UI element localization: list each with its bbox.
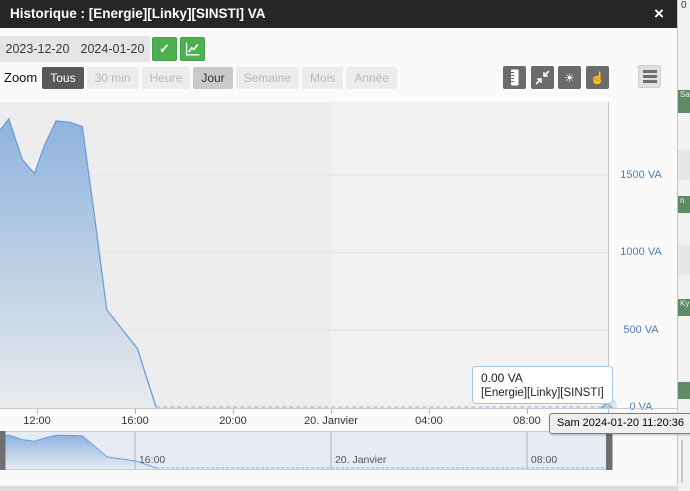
close-icon[interactable]: × (654, 4, 664, 23)
zoom-button-30min: 30 min (86, 66, 139, 89)
y-tick-label: 500 VA (623, 323, 659, 336)
tooltip-value: 0.00 VA (481, 371, 523, 385)
navigator-plot[interactable] (0, 431, 613, 471)
compress-icon (535, 70, 550, 85)
background-widget-fragment (678, 150, 690, 180)
x-tick-label: 20:00 (219, 415, 247, 427)
chart-tooltip: 0.00 VA [Energie][Linky][SINSTI] (472, 366, 613, 404)
crosshair-date-label: Sam 2024-01-20 11:20:36 (549, 413, 690, 434)
x-tick-mark (36, 409, 38, 414)
zoom-button-mois: Mois (302, 66, 344, 89)
x-tick-mark (526, 409, 528, 414)
background-divider (681, 440, 683, 483)
background-text-fragment: 0 (681, 0, 687, 11)
nav-tick-label: 08:00 (530, 454, 558, 466)
x-tick-label: 20. Janvier (304, 415, 358, 427)
start-date-input[interactable] (0, 36, 75, 62)
background-page-bottom (0, 485, 678, 491)
brightness-icon: ☀ (564, 70, 575, 85)
zoom-button-jour[interactable]: Jour (193, 66, 233, 89)
zoom-bar: Zoom Tous 30 min Heure Jour Semaine Mois… (4, 66, 398, 89)
background-widget-fragment (678, 245, 690, 275)
apply-dates-button[interactable]: ✓ (152, 37, 177, 61)
chart-plot-area[interactable] (0, 102, 678, 408)
page-title: Historique : [Energie][Linky][SINSTI] VA (10, 6, 266, 21)
pan-button[interactable]: ☝ (586, 66, 609, 89)
export-menu-button[interactable] (638, 65, 661, 88)
date-range (0, 36, 150, 62)
nav-tick-label: 20. Janvier (334, 454, 387, 466)
compress-button[interactable] (531, 66, 554, 89)
navigator-left-handle (0, 431, 6, 470)
zoom-button-annee: Année (346, 66, 398, 89)
navigator-right-handle (606, 431, 613, 470)
x-tick-mark (134, 409, 136, 414)
zoom-button-tous[interactable]: Tous (42, 66, 84, 89)
x-tick-label: 04:00 (415, 415, 443, 427)
chart-navigator[interactable]: 16:00 20. Janvier 08:00 (0, 431, 613, 471)
background-page-strip: 0 Sa n Ky (678, 0, 690, 491)
x-axis: 12:00 16:00 20:00 20. Janvier 04:00 08:00 (0, 408, 678, 427)
nav-tick-label: 16:00 (138, 454, 166, 466)
hand-icon: ☝ (590, 70, 605, 85)
scale-toggle-button[interactable] (503, 66, 526, 89)
y-tick-label: 1500 VA (620, 168, 662, 181)
zoom-label: Zoom (4, 70, 38, 85)
x-tick-mark (232, 409, 234, 414)
zoom-button-heure: Heure (141, 66, 191, 89)
brightness-button[interactable]: ☀ (558, 66, 581, 89)
x-tick-mark (428, 409, 430, 414)
line-chart-icon (185, 42, 199, 56)
y-tick-label: 0 VA (629, 401, 653, 413)
background-widget-fragment: n (678, 196, 690, 213)
background-widget-fragment: Ky (678, 299, 690, 316)
zoom-button-semaine: Semaine (235, 66, 300, 89)
x-tick-label: 08:00 (513, 415, 541, 427)
modal-header: Historique : [Energie][Linky][SINSTI] VA… (0, 0, 677, 28)
y-tick-label: 1000 VA (620, 246, 662, 259)
hamburger-icon (642, 70, 657, 73)
end-date-input[interactable] (75, 36, 150, 62)
x-tick-label: 12:00 (23, 415, 51, 427)
refresh-graph-button[interactable] (180, 37, 205, 61)
tooltip-series: [Energie][Linky][SINSTI] (481, 387, 604, 399)
background-widget-fragment (678, 382, 690, 399)
x-tick-label: 16:00 (121, 415, 149, 427)
check-icon: ✓ (159, 41, 170, 56)
background-widget-fragment: Sa (678, 90, 690, 113)
ruler-icon (511, 69, 519, 86)
chart-crosshair (608, 102, 609, 413)
x-tick-mark (330, 409, 332, 414)
